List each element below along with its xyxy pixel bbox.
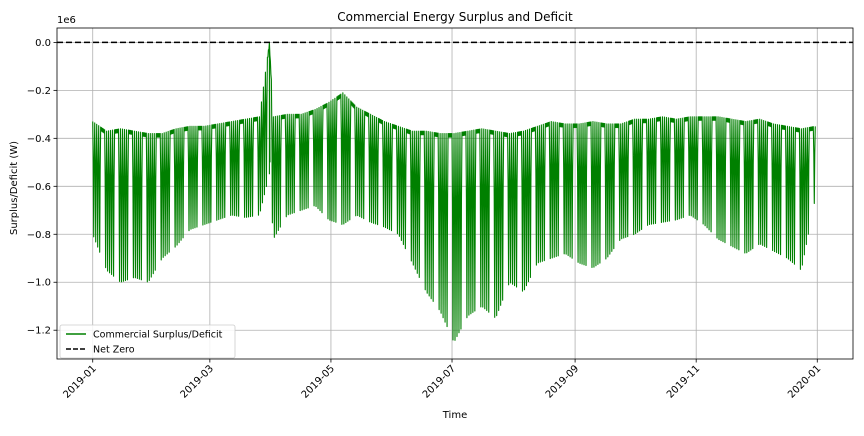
y-tick-label: −1.0 — [27, 278, 51, 289]
y-tick-label: −0.2 — [27, 86, 51, 97]
y-scale-multiplier: 1e6 — [57, 15, 76, 26]
legend-label-surplus: Commercial Surplus/Deficit — [93, 330, 223, 341]
y-tick-label: −0.6 — [27, 182, 51, 193]
x-tick-label: 2019-07 — [421, 363, 458, 400]
plot-frame — [56, 27, 854, 360]
y-tick-label: 0.0 — [35, 38, 51, 49]
legend-frame — [59, 324, 236, 359]
x-tick-label: 2019-09 — [544, 363, 581, 400]
plot-data — [57, 41, 853, 341]
legend-label-net-zero: Net Zero — [93, 345, 135, 356]
y-tick-label: −0.8 — [27, 230, 51, 241]
x-tick-label: 2019-03 — [179, 363, 216, 400]
legend: Commercial Surplus/Deficit Net Zero — [59, 324, 236, 359]
x-tick-label: 2019-05 — [300, 363, 337, 400]
y-tick-label: −0.4 — [27, 134, 51, 145]
chart-title: Commercial Energy Surplus and Deficit — [337, 10, 573, 24]
x-tick-label: 2019-11 — [665, 363, 702, 400]
y-axis-label: Surplus/Deficit (W) — [9, 141, 20, 235]
x-tick-label: 2020-01 — [786, 363, 823, 400]
series-line-commercial-surplus-deficit — [92, 41, 816, 341]
x-tick-label: 2019-01 — [62, 363, 99, 400]
y-tick-label: −1.2 — [27, 326, 51, 337]
x-axis-label: Time — [442, 410, 467, 421]
